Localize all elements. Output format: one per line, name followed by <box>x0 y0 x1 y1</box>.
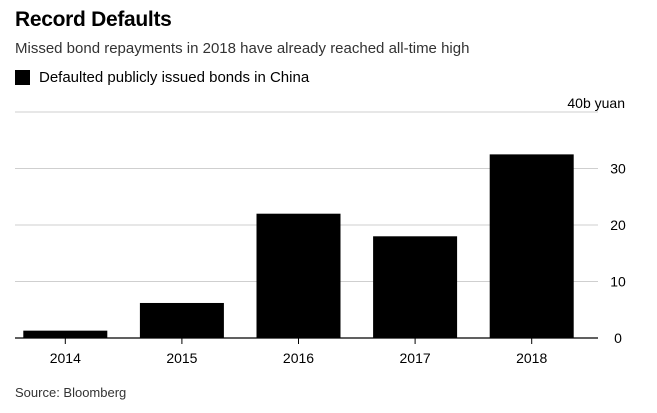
x-tick-label: 2017 <box>400 350 431 366</box>
chart-subtitle: Missed bond repayments in 2018 have alre… <box>15 40 470 57</box>
y-tick-label: 10 <box>610 274 626 290</box>
legend: Defaulted publicly issued bonds in China <box>15 69 309 86</box>
y-tick-label: 30 <box>610 161 626 177</box>
x-tick-label: 2014 <box>50 350 81 366</box>
bar-2016 <box>256 213 341 338</box>
x-tick-label: 2018 <box>516 350 547 366</box>
legend-label: Defaulted publicly issued bonds in China <box>39 69 310 86</box>
bars <box>23 154 574 338</box>
bar-2015 <box>139 302 224 338</box>
bar-2017 <box>373 236 458 338</box>
y-tick-label: 0 <box>614 330 622 346</box>
bar-2014 <box>23 330 108 338</box>
x-tick-label: 2016 <box>283 350 314 366</box>
legend-swatch <box>15 70 30 85</box>
source-note: Source: Bloomberg <box>15 385 127 400</box>
bar-2018 <box>489 154 574 338</box>
chart-title: Record Defaults <box>15 8 172 31</box>
x-axis-ticks: 2014 2015 2016 2017 2018 <box>50 338 547 366</box>
y-axis-unit-label: 40b yuan <box>567 95 625 111</box>
y-axis-ticks: 0 10 20 30 40b yuan <box>567 95 626 346</box>
y-tick-label: 20 <box>610 217 626 233</box>
x-tick-label: 2015 <box>166 350 197 366</box>
